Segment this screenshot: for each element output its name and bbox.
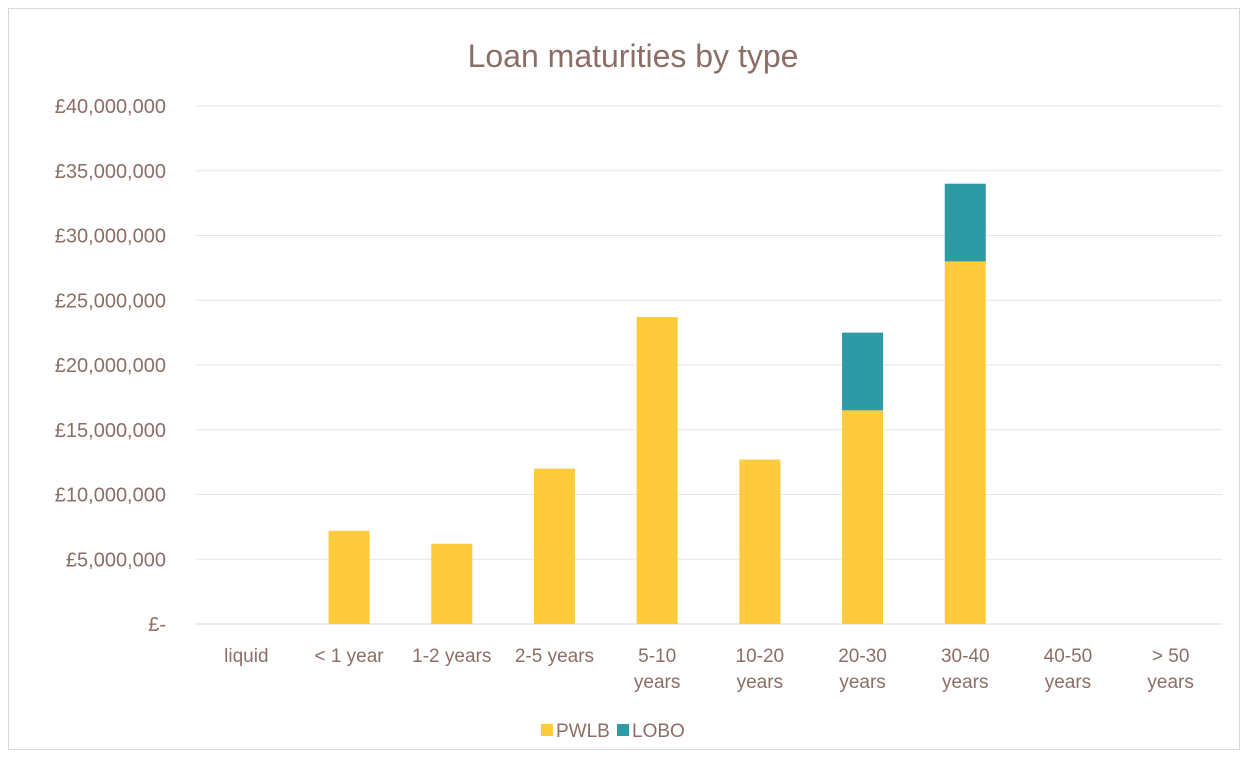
chart-title: Loan maturities by type bbox=[468, 38, 799, 74]
y-tick-label: £5,000,000 bbox=[66, 549, 166, 571]
y-axis-tick-labels: £- £5,000,000 £10,000,000 £15,000,000 £20,00… bbox=[55, 96, 166, 636]
y-tick-label: £10,000,000 bbox=[55, 485, 166, 507]
x-tick-label: years bbox=[737, 672, 783, 693]
y-tick-label: £- bbox=[148, 614, 166, 636]
bar-lobo-7 bbox=[944, 183, 986, 262]
bar-pwlb-4 bbox=[636, 317, 678, 624]
legend-swatch-lobo bbox=[617, 724, 629, 736]
bar-pwlb-2 bbox=[431, 543, 473, 624]
x-tick-label: 2-5 years bbox=[515, 646, 594, 667]
bar-pwlb-6 bbox=[842, 410, 884, 624]
x-tick-label: years bbox=[839, 672, 885, 693]
x-tick-label: 40-50 bbox=[1044, 646, 1093, 667]
y-tick-label: £20,000,000 bbox=[55, 355, 166, 377]
y-tick-label: £40,000,000 bbox=[55, 96, 166, 118]
bars bbox=[328, 183, 986, 624]
legend: PWLB LOBO bbox=[541, 721, 685, 742]
x-tick-label: < 1 year bbox=[314, 646, 384, 667]
bar-lobo-6 bbox=[842, 332, 884, 411]
x-tick-label: years bbox=[1147, 672, 1193, 693]
bar-pwlb-7 bbox=[944, 261, 986, 624]
bar-pwlb-3 bbox=[533, 468, 575, 624]
legend-label-lobo: LOBO bbox=[632, 721, 685, 742]
y-tick-label: £25,000,000 bbox=[55, 290, 166, 312]
x-axis-tick-labels: liquid < 1 year 1-2 years 2-5 years 5-10 year… bbox=[224, 646, 1194, 693]
x-tick-label: liquid bbox=[224, 646, 268, 667]
x-tick-label: years bbox=[1045, 672, 1091, 693]
chart-frame bbox=[8, 8, 1240, 750]
x-tick-label: > 50 bbox=[1152, 646, 1190, 667]
x-tick-label: 1-2 years bbox=[412, 646, 491, 667]
y-tick-label: £15,000,000 bbox=[55, 420, 166, 442]
x-tick-label: 5-10 bbox=[638, 646, 676, 667]
x-tick-label: 30-40 bbox=[941, 646, 990, 667]
x-tick-label: years bbox=[634, 672, 680, 693]
legend-label-pwlb: PWLB bbox=[556, 721, 610, 742]
y-tick-label: £30,000,000 bbox=[55, 226, 166, 248]
x-tick-label: 10-20 bbox=[736, 646, 785, 667]
bar-pwlb-5 bbox=[739, 459, 781, 624]
bar-pwlb-1 bbox=[328, 530, 370, 624]
x-tick-label: 20-30 bbox=[838, 646, 887, 667]
legend-swatch-pwlb bbox=[541, 724, 553, 736]
x-tick-label: years bbox=[942, 672, 988, 693]
y-tick-label: £35,000,000 bbox=[55, 161, 166, 183]
